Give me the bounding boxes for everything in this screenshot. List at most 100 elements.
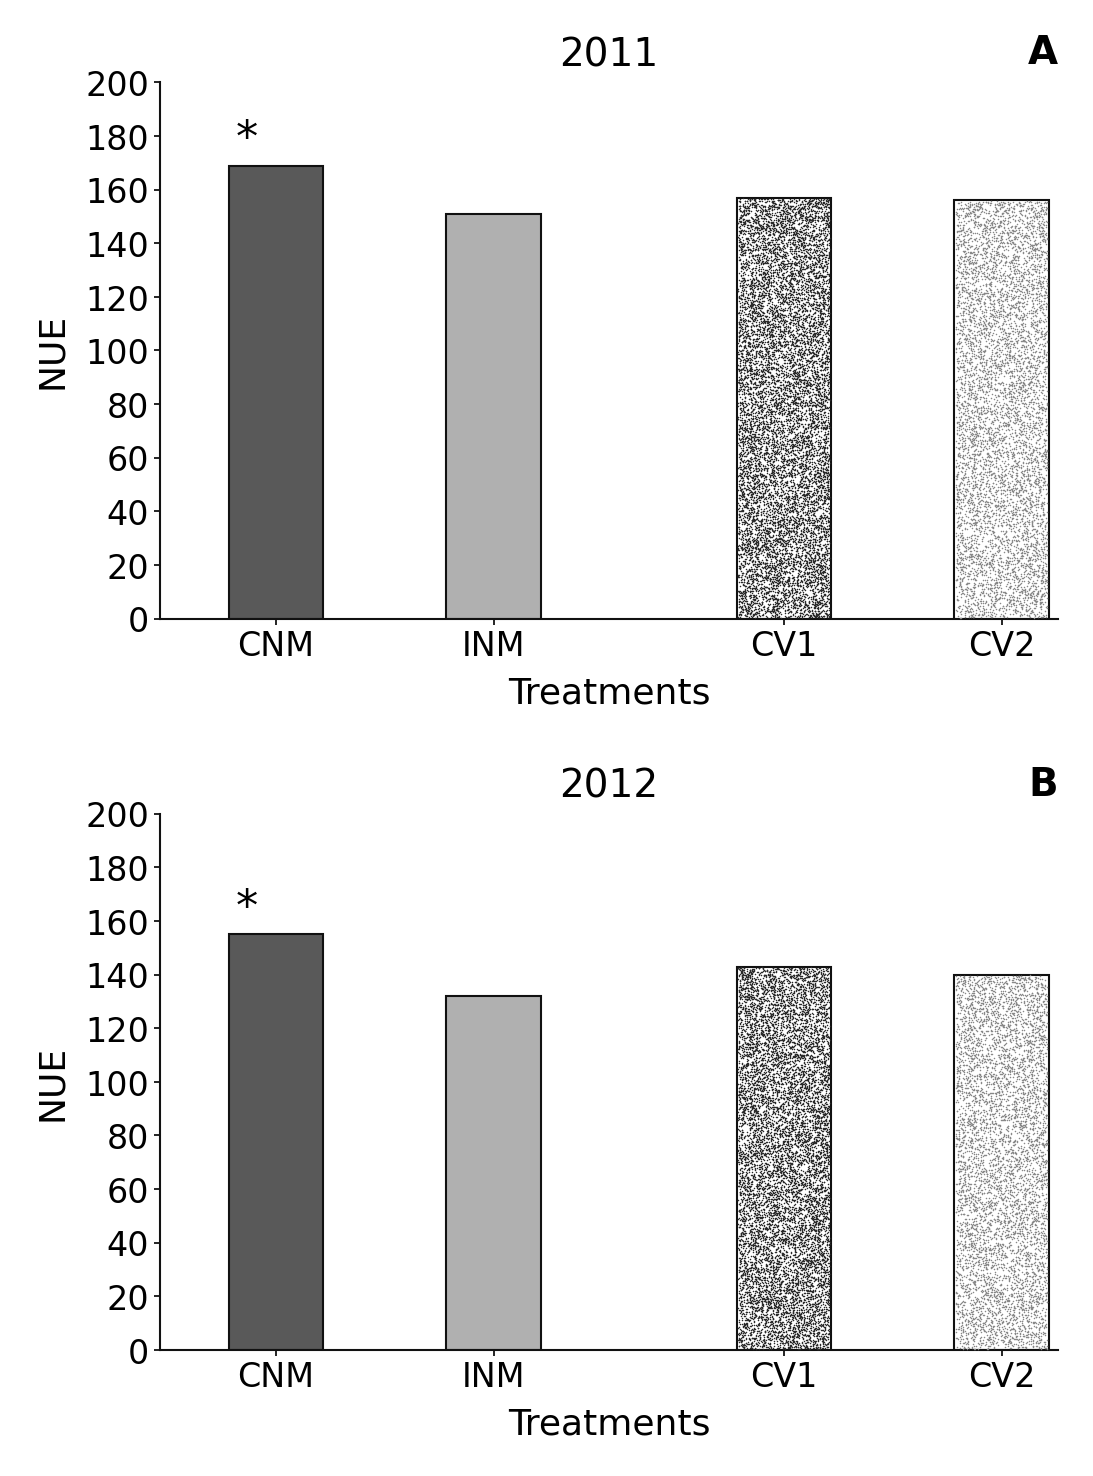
Point [794, 434, 811, 458]
Point [780, 601, 798, 624]
Point [806, 558, 823, 582]
Point [1002, 1249, 1020, 1272]
Point [809, 1262, 826, 1286]
Point [811, 474, 828, 497]
Point [794, 205, 811, 229]
Point [997, 201, 1014, 224]
Point [809, 1027, 826, 1051]
Point [997, 415, 1014, 438]
Point [749, 428, 766, 452]
Point [998, 1104, 1015, 1128]
Point [755, 980, 773, 1004]
Point [816, 1137, 834, 1160]
Point [785, 217, 802, 241]
Point [747, 393, 764, 416]
Point [785, 1072, 802, 1095]
Point [742, 1227, 760, 1250]
Point [816, 418, 834, 441]
Point [756, 1216, 774, 1240]
Point [1024, 1018, 1042, 1042]
Point [963, 1184, 980, 1207]
Point [756, 213, 774, 236]
Point [789, 391, 807, 415]
Point [753, 539, 771, 562]
Point [819, 328, 836, 351]
Point [952, 1144, 969, 1168]
Point [818, 428, 835, 452]
Point [774, 552, 791, 576]
Point [752, 577, 769, 601]
Point [989, 1252, 1007, 1275]
Point [819, 341, 836, 365]
Point [764, 493, 781, 517]
Point [739, 254, 756, 277]
Point [796, 384, 813, 407]
Point [755, 521, 773, 545]
Point [802, 393, 820, 416]
Point [767, 1111, 785, 1135]
Point [960, 1108, 977, 1132]
Point [765, 1101, 783, 1125]
Point [745, 1080, 763, 1104]
Point [810, 1297, 827, 1321]
Point [798, 1010, 815, 1033]
Point [769, 1185, 787, 1209]
Point [809, 207, 826, 230]
Point [976, 987, 994, 1011]
Point [777, 286, 795, 310]
Point [756, 511, 774, 534]
Point [751, 294, 768, 317]
Point [1027, 205, 1045, 229]
Point [815, 1088, 833, 1111]
Point [1000, 413, 1018, 437]
Point [750, 1172, 767, 1196]
Point [742, 1151, 760, 1175]
Point [792, 1077, 810, 1101]
Point [767, 558, 785, 582]
Point [975, 506, 992, 530]
Point [783, 559, 800, 583]
Point [957, 1179, 975, 1203]
Point [800, 1101, 818, 1125]
Point [748, 1160, 765, 1184]
Point [737, 1331, 754, 1355]
Point [820, 1122, 837, 1145]
Point [799, 331, 816, 354]
Point [749, 226, 766, 249]
Point [1032, 1058, 1049, 1082]
Point [804, 1176, 822, 1200]
Point [781, 279, 799, 303]
Point [812, 536, 830, 559]
Point [742, 1175, 760, 1199]
Point [741, 189, 759, 213]
Point [1029, 505, 1046, 528]
Point [759, 517, 776, 540]
Point [954, 249, 972, 273]
Point [764, 450, 781, 474]
Point [1020, 1054, 1037, 1077]
Point [1022, 1296, 1039, 1320]
Point [791, 332, 809, 356]
Point [987, 1243, 1004, 1266]
Point [996, 1038, 1013, 1061]
Point [812, 1175, 830, 1199]
Point [767, 472, 785, 496]
Point [787, 1095, 804, 1119]
Point [739, 1129, 756, 1153]
Point [1030, 1126, 1047, 1150]
Point [809, 1333, 826, 1356]
Point [741, 342, 759, 366]
Point [812, 601, 830, 624]
Point [815, 236, 833, 260]
Point [759, 971, 776, 995]
Point [978, 1224, 996, 1247]
Point [953, 432, 971, 456]
Point [797, 483, 814, 506]
Point [952, 370, 969, 394]
Point [751, 1287, 768, 1311]
Point [754, 365, 772, 388]
Point [773, 282, 790, 306]
Point [795, 487, 812, 511]
Point [745, 586, 763, 610]
Point [979, 968, 997, 992]
